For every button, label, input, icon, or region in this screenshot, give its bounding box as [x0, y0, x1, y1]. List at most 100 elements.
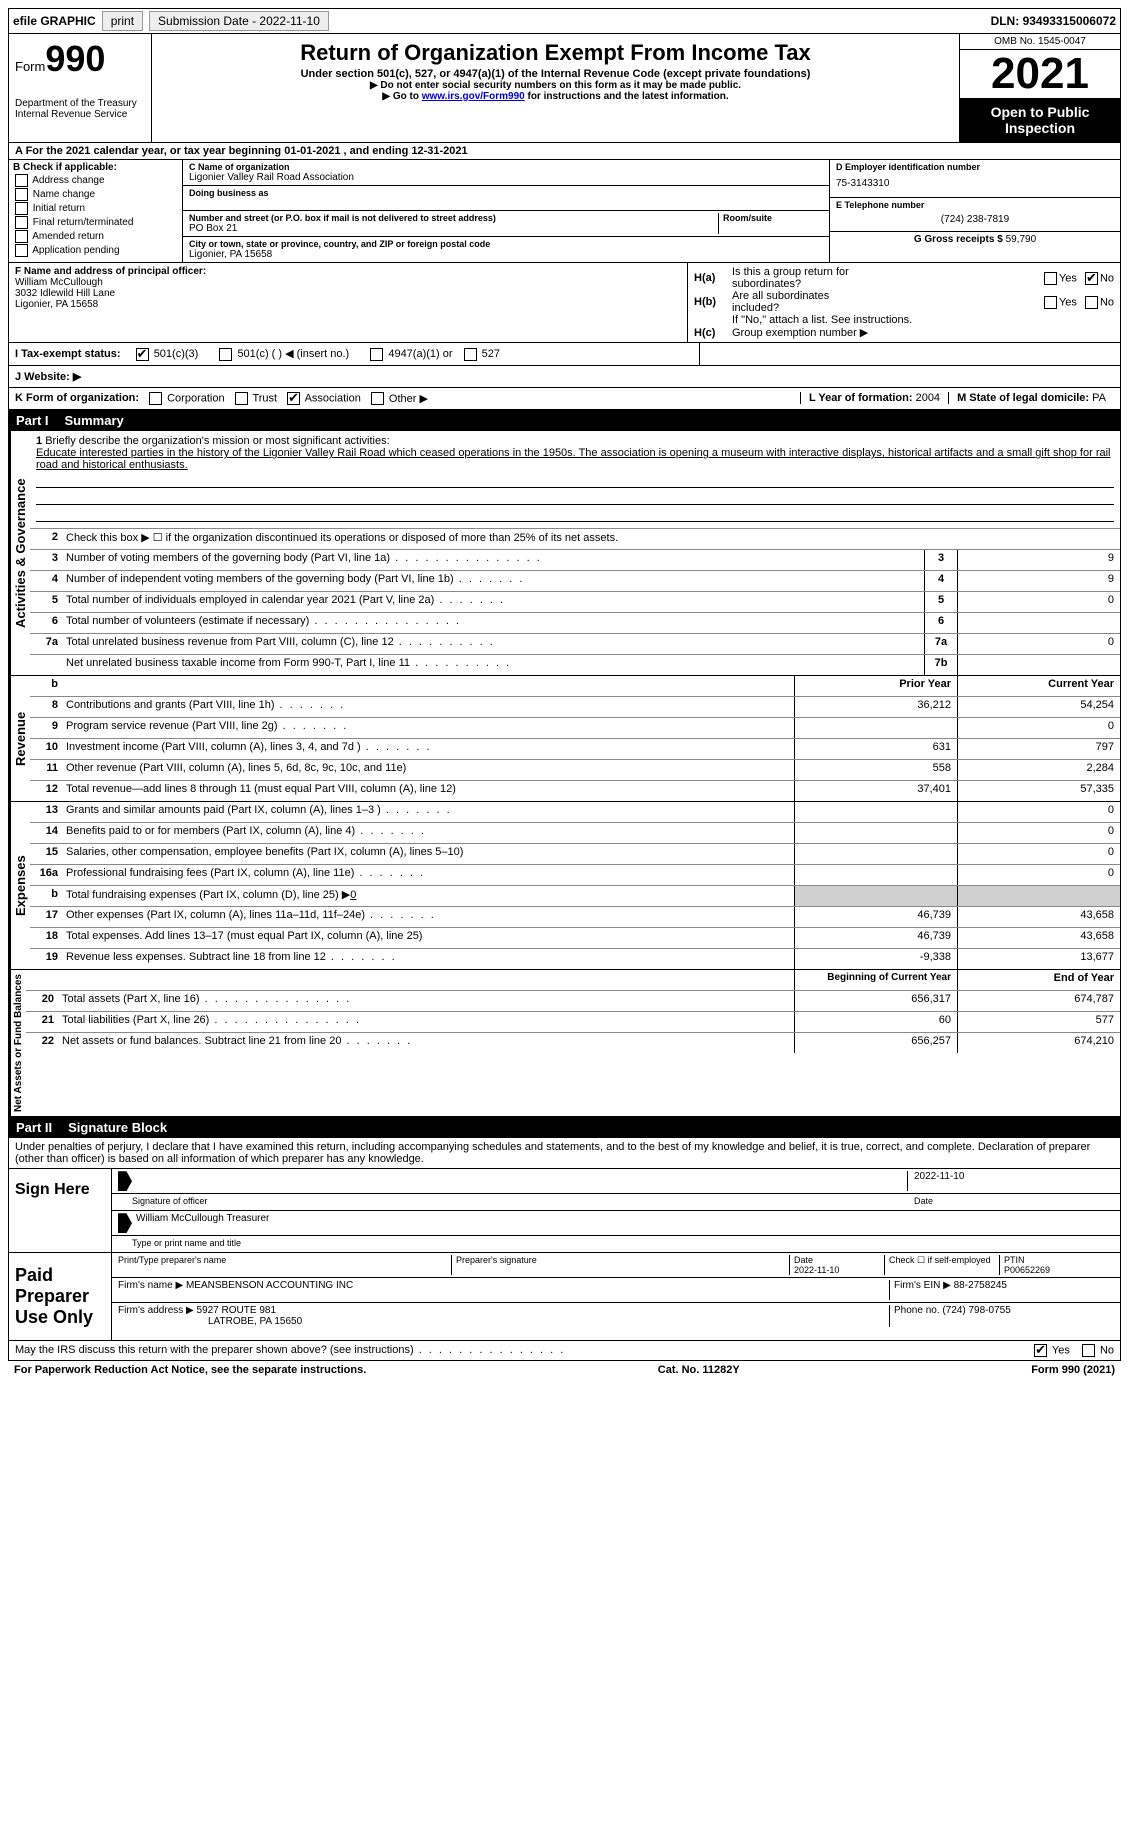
self-employed-check[interactable]: Check ☐ if self-employed: [884, 1255, 999, 1275]
line-22: 22Net assets or fund balances. Subtract …: [26, 1032, 1120, 1053]
check-initial-return[interactable]: Initial return: [13, 202, 178, 215]
date-label: Date: [908, 1196, 1114, 1208]
print-button[interactable]: print: [102, 11, 143, 31]
line-2: 2Check this box ▶ ☐ if the organization …: [30, 528, 1120, 549]
check-trust[interactable]: Trust: [233, 392, 278, 405]
gross-receipts-value: 59,790: [1006, 234, 1037, 245]
firm-phone: (724) 798-0755: [942, 1305, 1010, 1316]
type-name-label: Type or print name and title: [132, 1238, 1114, 1250]
paid-preparer-section: Paid Preparer Use Only Print/Type prepar…: [8, 1253, 1121, 1341]
city-cell: City or town, state or province, country…: [183, 237, 829, 262]
row-k-form-org: K Form of organization: Corporation Trus…: [8, 388, 1121, 411]
box-b-header: B Check if applicable:: [13, 162, 117, 173]
line-14: 14Benefits paid to or for members (Part …: [30, 822, 1120, 843]
pra-notice: For Paperwork Reduction Act Notice, see …: [14, 1364, 366, 1376]
h-b-note: If "No," attach a list. See instructions…: [694, 314, 1114, 326]
section-activities-governance: Activities & Governance 1 Briefly descri…: [8, 431, 1121, 676]
discuss-no[interactable]: No: [1080, 1344, 1114, 1357]
subtitle-3: ▶ Go to www.irs.gov/Form990 for instruct…: [158, 91, 953, 102]
sig-date-value: 2022-11-10: [907, 1171, 1114, 1191]
header-right: OMB No. 1545-0047 2021 Open to Public In…: [959, 34, 1120, 142]
sign-here-label: Sign Here: [9, 1169, 112, 1252]
sig-officer-line: 2022-11-10: [112, 1169, 1120, 1194]
line-7b: Net unrelated business taxable income fr…: [30, 654, 1120, 675]
check-address-change[interactable]: Address change: [13, 174, 178, 187]
form-container: efile GRAPHIC print Submission Date - 20…: [0, 0, 1129, 1387]
v7a: 0: [957, 634, 1120, 654]
perjury-declaration: Under penalties of perjury, I declare th…: [8, 1138, 1121, 1169]
line-5: 5Total number of individuals employed in…: [30, 591, 1120, 612]
firm-name: MEANSBENSON ACCOUNTING INC: [186, 1280, 353, 1291]
check-corporation[interactable]: Corporation: [147, 392, 225, 405]
h-a-no[interactable]: No: [1083, 272, 1114, 285]
line-16b: bTotal fundraising expenses (Part IX, co…: [30, 885, 1120, 906]
line-19: 19Revenue less expenses. Subtract line 1…: [30, 948, 1120, 969]
h-a-yes[interactable]: Yes: [1042, 272, 1077, 285]
line-15: 15Salaries, other compensation, employee…: [30, 843, 1120, 864]
line-3: 3Number of voting members of the governi…: [30, 549, 1120, 570]
line-13: 13Grants and similar amounts paid (Part …: [30, 802, 1120, 822]
h-b-no[interactable]: No: [1083, 296, 1114, 309]
officer-addr1: 3032 Idlewild Hill Lane: [15, 288, 681, 299]
officer-typed-name: William McCullough Treasurer: [136, 1213, 1114, 1233]
sig-officer-label: Signature of officer: [132, 1196, 908, 1208]
page-footer: For Paperwork Reduction Act Notice, see …: [8, 1361, 1121, 1379]
check-501c[interactable]: 501(c) ( ) ◀ (insert no.): [217, 348, 349, 360]
open-to-public: Open to Public Inspection: [960, 98, 1120, 142]
box-f-officer: F Name and address of principal officer:…: [9, 263, 688, 342]
firm-address-row: Firm's address ▶ 5927 ROUTE 981LATROBE, …: [112, 1303, 1120, 1329]
irs-link[interactable]: www.irs.gov/Form990: [422, 91, 525, 102]
part-i-header: Part I Summary: [8, 410, 1121, 431]
section-revenue: Revenue b Prior Year Current Year 8Contr…: [8, 676, 1121, 802]
side-label-ag: Activities & Governance: [9, 431, 30, 675]
sign-here-section: Sign Here 2022-11-10 Signature of office…: [8, 1169, 1121, 1253]
col-current-year: Current Year: [957, 676, 1120, 696]
check-other[interactable]: Other ▶: [369, 392, 428, 406]
firm-addr1: 5927 ROUTE 981: [197, 1305, 277, 1316]
website-label: J Website: ▶: [15, 370, 81, 383]
v3: 9: [957, 550, 1120, 570]
form-ref: Form 990 (2021): [1031, 1364, 1115, 1376]
check-amended-return[interactable]: Amended return: [13, 230, 178, 243]
section-net-assets: Net Assets or Fund Balances Beginning of…: [8, 970, 1121, 1117]
col-end-year: End of Year: [957, 970, 1120, 990]
street-cell: Number and street (or P.O. box if mail i…: [183, 211, 829, 237]
check-application-pending[interactable]: Application pending: [13, 244, 178, 257]
check-final-return[interactable]: Final return/terminated: [13, 216, 178, 229]
row-i-tax-exempt: I Tax-exempt status: 501(c)(3) 501(c) ( …: [8, 343, 1121, 366]
header-left: Form990 Department of the Treasury Inter…: [9, 34, 152, 142]
side-label-expenses: Expenses: [9, 802, 30, 969]
form-title: Return of Organization Exempt From Incom…: [158, 40, 953, 66]
check-527[interactable]: 527: [462, 348, 500, 360]
state-domicile: M State of legal domicile: PA: [948, 392, 1114, 404]
phone-value: (724) 238-7819: [836, 210, 1114, 229]
net-header-row: Beginning of Current Year End of Year: [26, 970, 1120, 990]
arrow-icon: [118, 1171, 132, 1191]
box-h-group: H(a) Is this a group return for subordin…: [688, 263, 1120, 342]
form-header: Form990 Department of the Treasury Inter…: [8, 34, 1121, 143]
row-f-h: F Name and address of principal officer:…: [8, 263, 1121, 343]
side-label-revenue: Revenue: [9, 676, 30, 801]
check-501c3[interactable]: 501(c)(3): [134, 348, 199, 360]
line-18: 18Total expenses. Add lines 13–17 (must …: [30, 927, 1120, 948]
discuss-yes[interactable]: Yes: [1032, 1344, 1070, 1357]
h-b-yes[interactable]: Yes: [1042, 296, 1077, 309]
dln-label: DLN: 93493315006072: [991, 14, 1116, 28]
preparer-row-1: Print/Type preparer's name Preparer's si…: [112, 1253, 1120, 1278]
street-address: PO Box 21: [189, 223, 718, 234]
check-association[interactable]: Association: [285, 392, 361, 405]
box-b-check-applicable: B Check if applicable: Address change Na…: [9, 160, 183, 262]
city-state-zip: Ligonier, PA 15658: [189, 249, 823, 260]
dept-label: Department of the Treasury: [15, 98, 145, 109]
submission-date-button[interactable]: Submission Date - 2022-11-10: [149, 11, 329, 31]
firm-addr2: LATROBE, PA 15650: [118, 1316, 302, 1327]
form-number: Form990: [15, 38, 145, 80]
box-d-ein: D Employer identification number 75-3143…: [829, 160, 1120, 262]
year-formation: L Year of formation: 2004: [800, 392, 948, 404]
box-c-org-info: C Name of organization Ligonier Valley R…: [183, 160, 829, 262]
check-name-change[interactable]: Name change: [13, 188, 178, 201]
subtitle-1: Under section 501(c), 527, or 4947(a)(1)…: [158, 68, 953, 80]
tax-year: 2021: [960, 50, 1120, 98]
line-16a: 16aProfessional fundraising fees (Part I…: [30, 864, 1120, 885]
check-4947[interactable]: 4947(a)(1) or: [368, 348, 452, 360]
